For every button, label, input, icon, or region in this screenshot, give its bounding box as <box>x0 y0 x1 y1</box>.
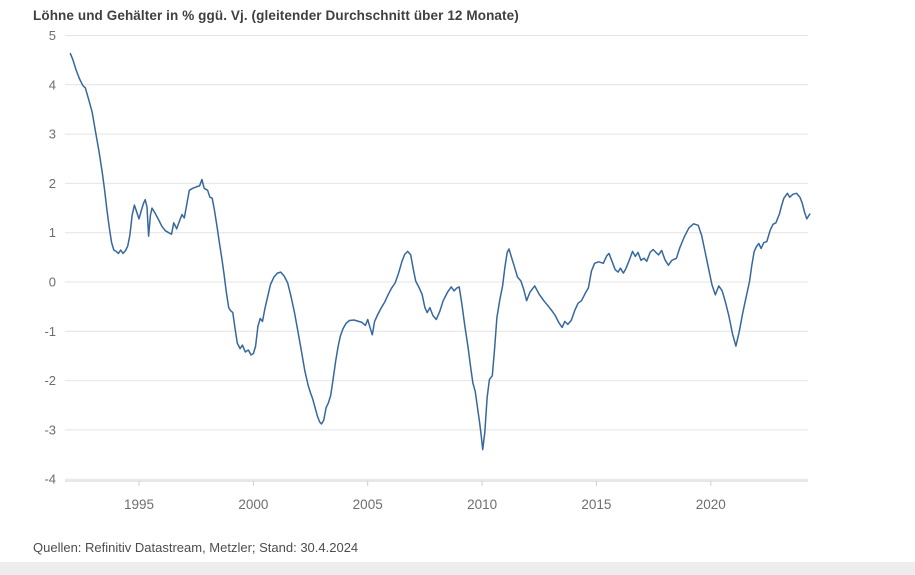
y-axis-tick-label: 2 <box>49 176 56 191</box>
x-axis-tick-label: 2020 <box>696 497 726 512</box>
y-axis-tick-label: -3 <box>44 422 56 437</box>
y-axis-tick-label: -2 <box>44 373 56 388</box>
source-note: Quellen: Refinitiv Datastream, Metzler; … <box>33 540 359 555</box>
y-axis-tick-label: 0 <box>49 275 56 290</box>
x-axis-tick-label: 2010 <box>467 497 497 512</box>
x-axis-tick-label: 2005 <box>353 497 383 512</box>
chart-title: Löhne und Gehälter in % ggü. Vj. (gleite… <box>33 8 519 23</box>
y-axis-tick-label: 4 <box>49 77 56 92</box>
bottom-strip <box>0 562 915 575</box>
y-axis-tick-label: 1 <box>49 225 56 240</box>
y-axis-tick-label: 3 <box>49 127 56 142</box>
y-axis-tick-label: -4 <box>44 472 56 487</box>
y-axis-tick-label: 5 <box>49 28 56 43</box>
x-axis-tick-label: 1995 <box>124 497 154 512</box>
x-axis-tick-label: 2015 <box>581 497 611 512</box>
wage-growth-line-chart: 5 4 3 2 1 0 -1 -2 -3 -4 1995 2000 2005 2010 2015 2020 <box>44 28 811 512</box>
chart-canvas: 5 4 3 2 1 0 -1 -2 -3 -4 1995 2000 2005 2010 2015 2020 <box>44 28 811 512</box>
wage-growth-line <box>69 52 811 451</box>
y-axis-tick-label: -1 <box>44 324 56 339</box>
x-axis-tick-label: 2000 <box>238 497 268 512</box>
